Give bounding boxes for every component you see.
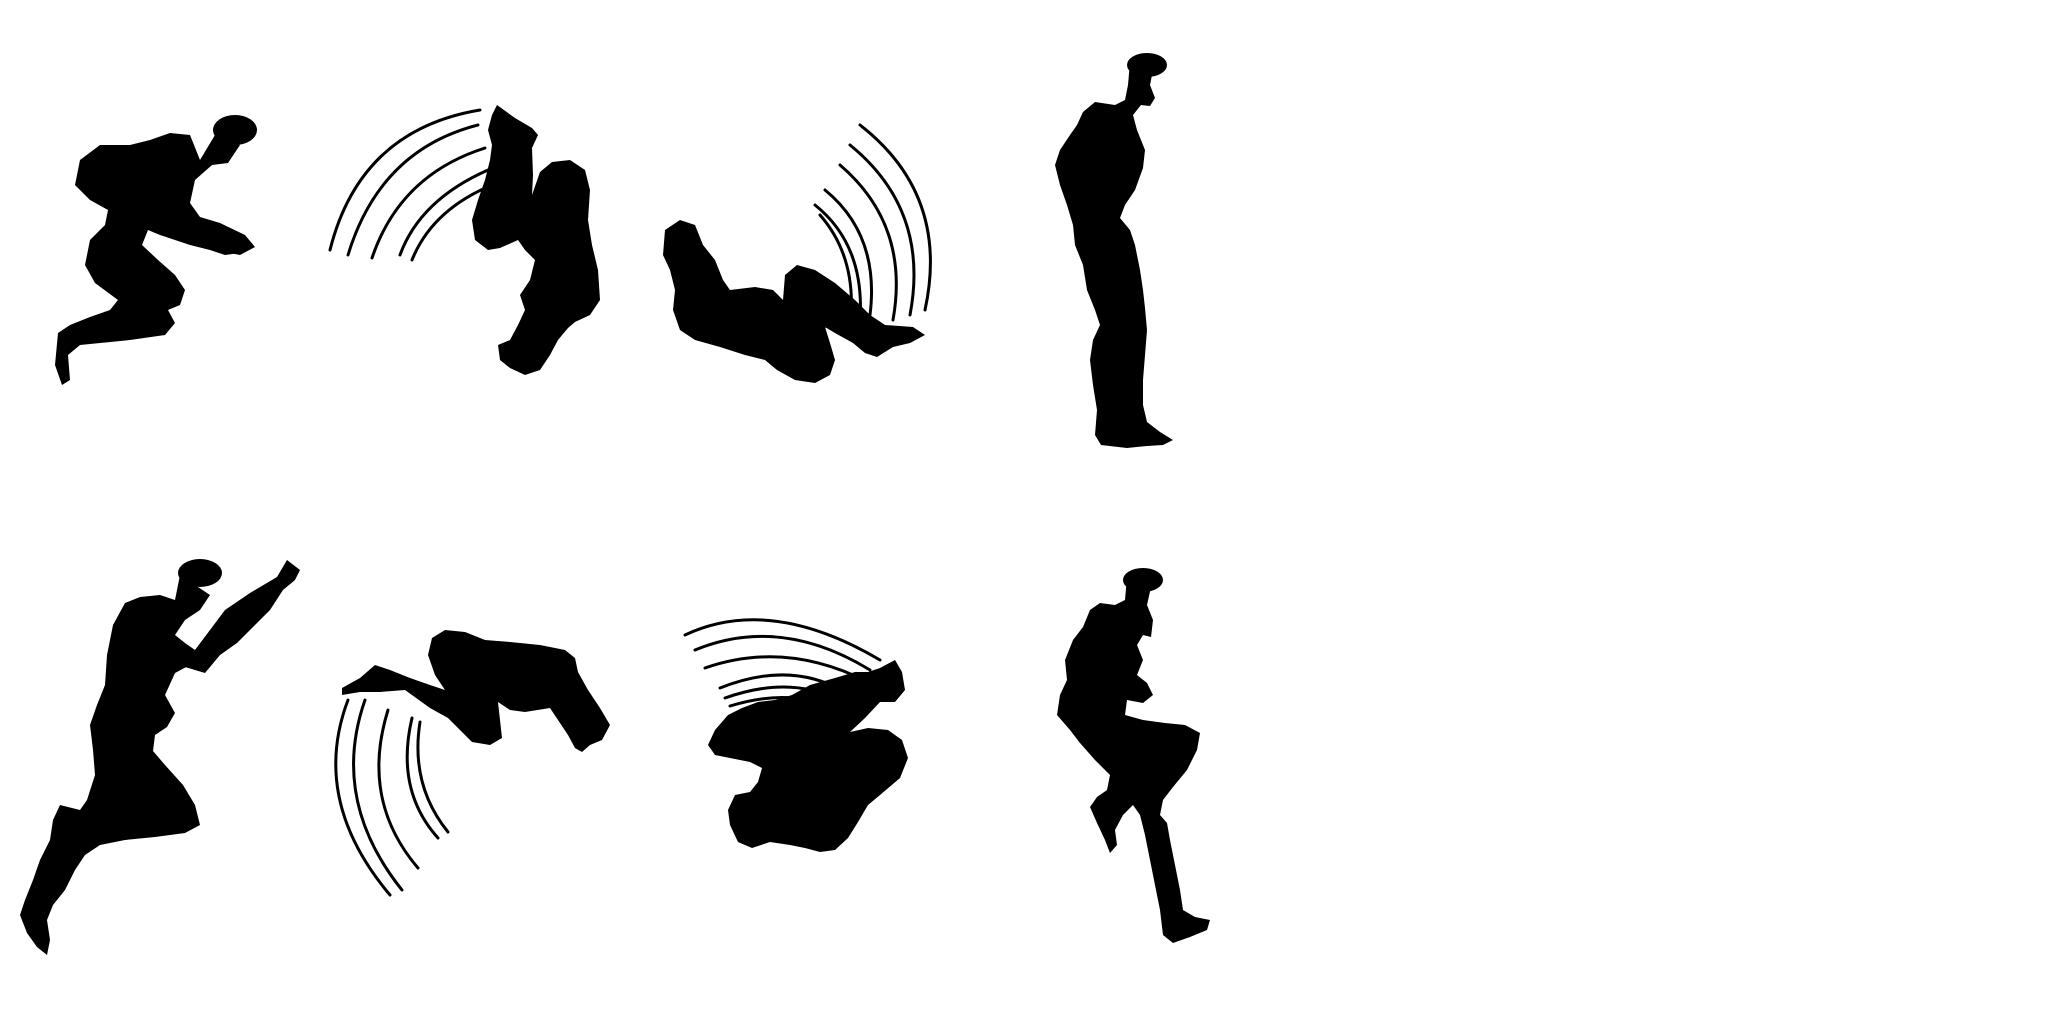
motion-lines — [334, 698, 450, 897]
silhouette-flip-tuck-inverted — [663, 123, 932, 383]
frame-row2-flip-tuck-rotating — [680, 610, 950, 910]
silhouette-flip-tuck-head-down — [328, 105, 600, 375]
frame-row1-flip-tuck-inverted — [655, 115, 955, 400]
frame-row2-landing-crouch — [1035, 565, 1215, 950]
motion-lines — [813, 123, 932, 322]
silhouette-flip-horizontal — [334, 630, 610, 897]
frame-row2-flip-horizontal — [320, 600, 650, 910]
frame-row2-jump-arms-up — [15, 555, 305, 955]
silhouette-jump-arms-up — [20, 559, 300, 955]
motion-lines — [328, 108, 494, 262]
silhouette-flip-tuck-rotating — [683, 618, 908, 852]
silhouette-landing-standing — [1055, 53, 1173, 448]
frame-row1-landing-standing — [1035, 50, 1195, 460]
silhouette-crouch-leap — [55, 115, 257, 385]
frame-row1-crouch-leap — [50, 105, 280, 405]
frame-row1-flip-tuck-head-down — [320, 100, 640, 390]
silhouette-landing-crouch — [1057, 568, 1210, 943]
